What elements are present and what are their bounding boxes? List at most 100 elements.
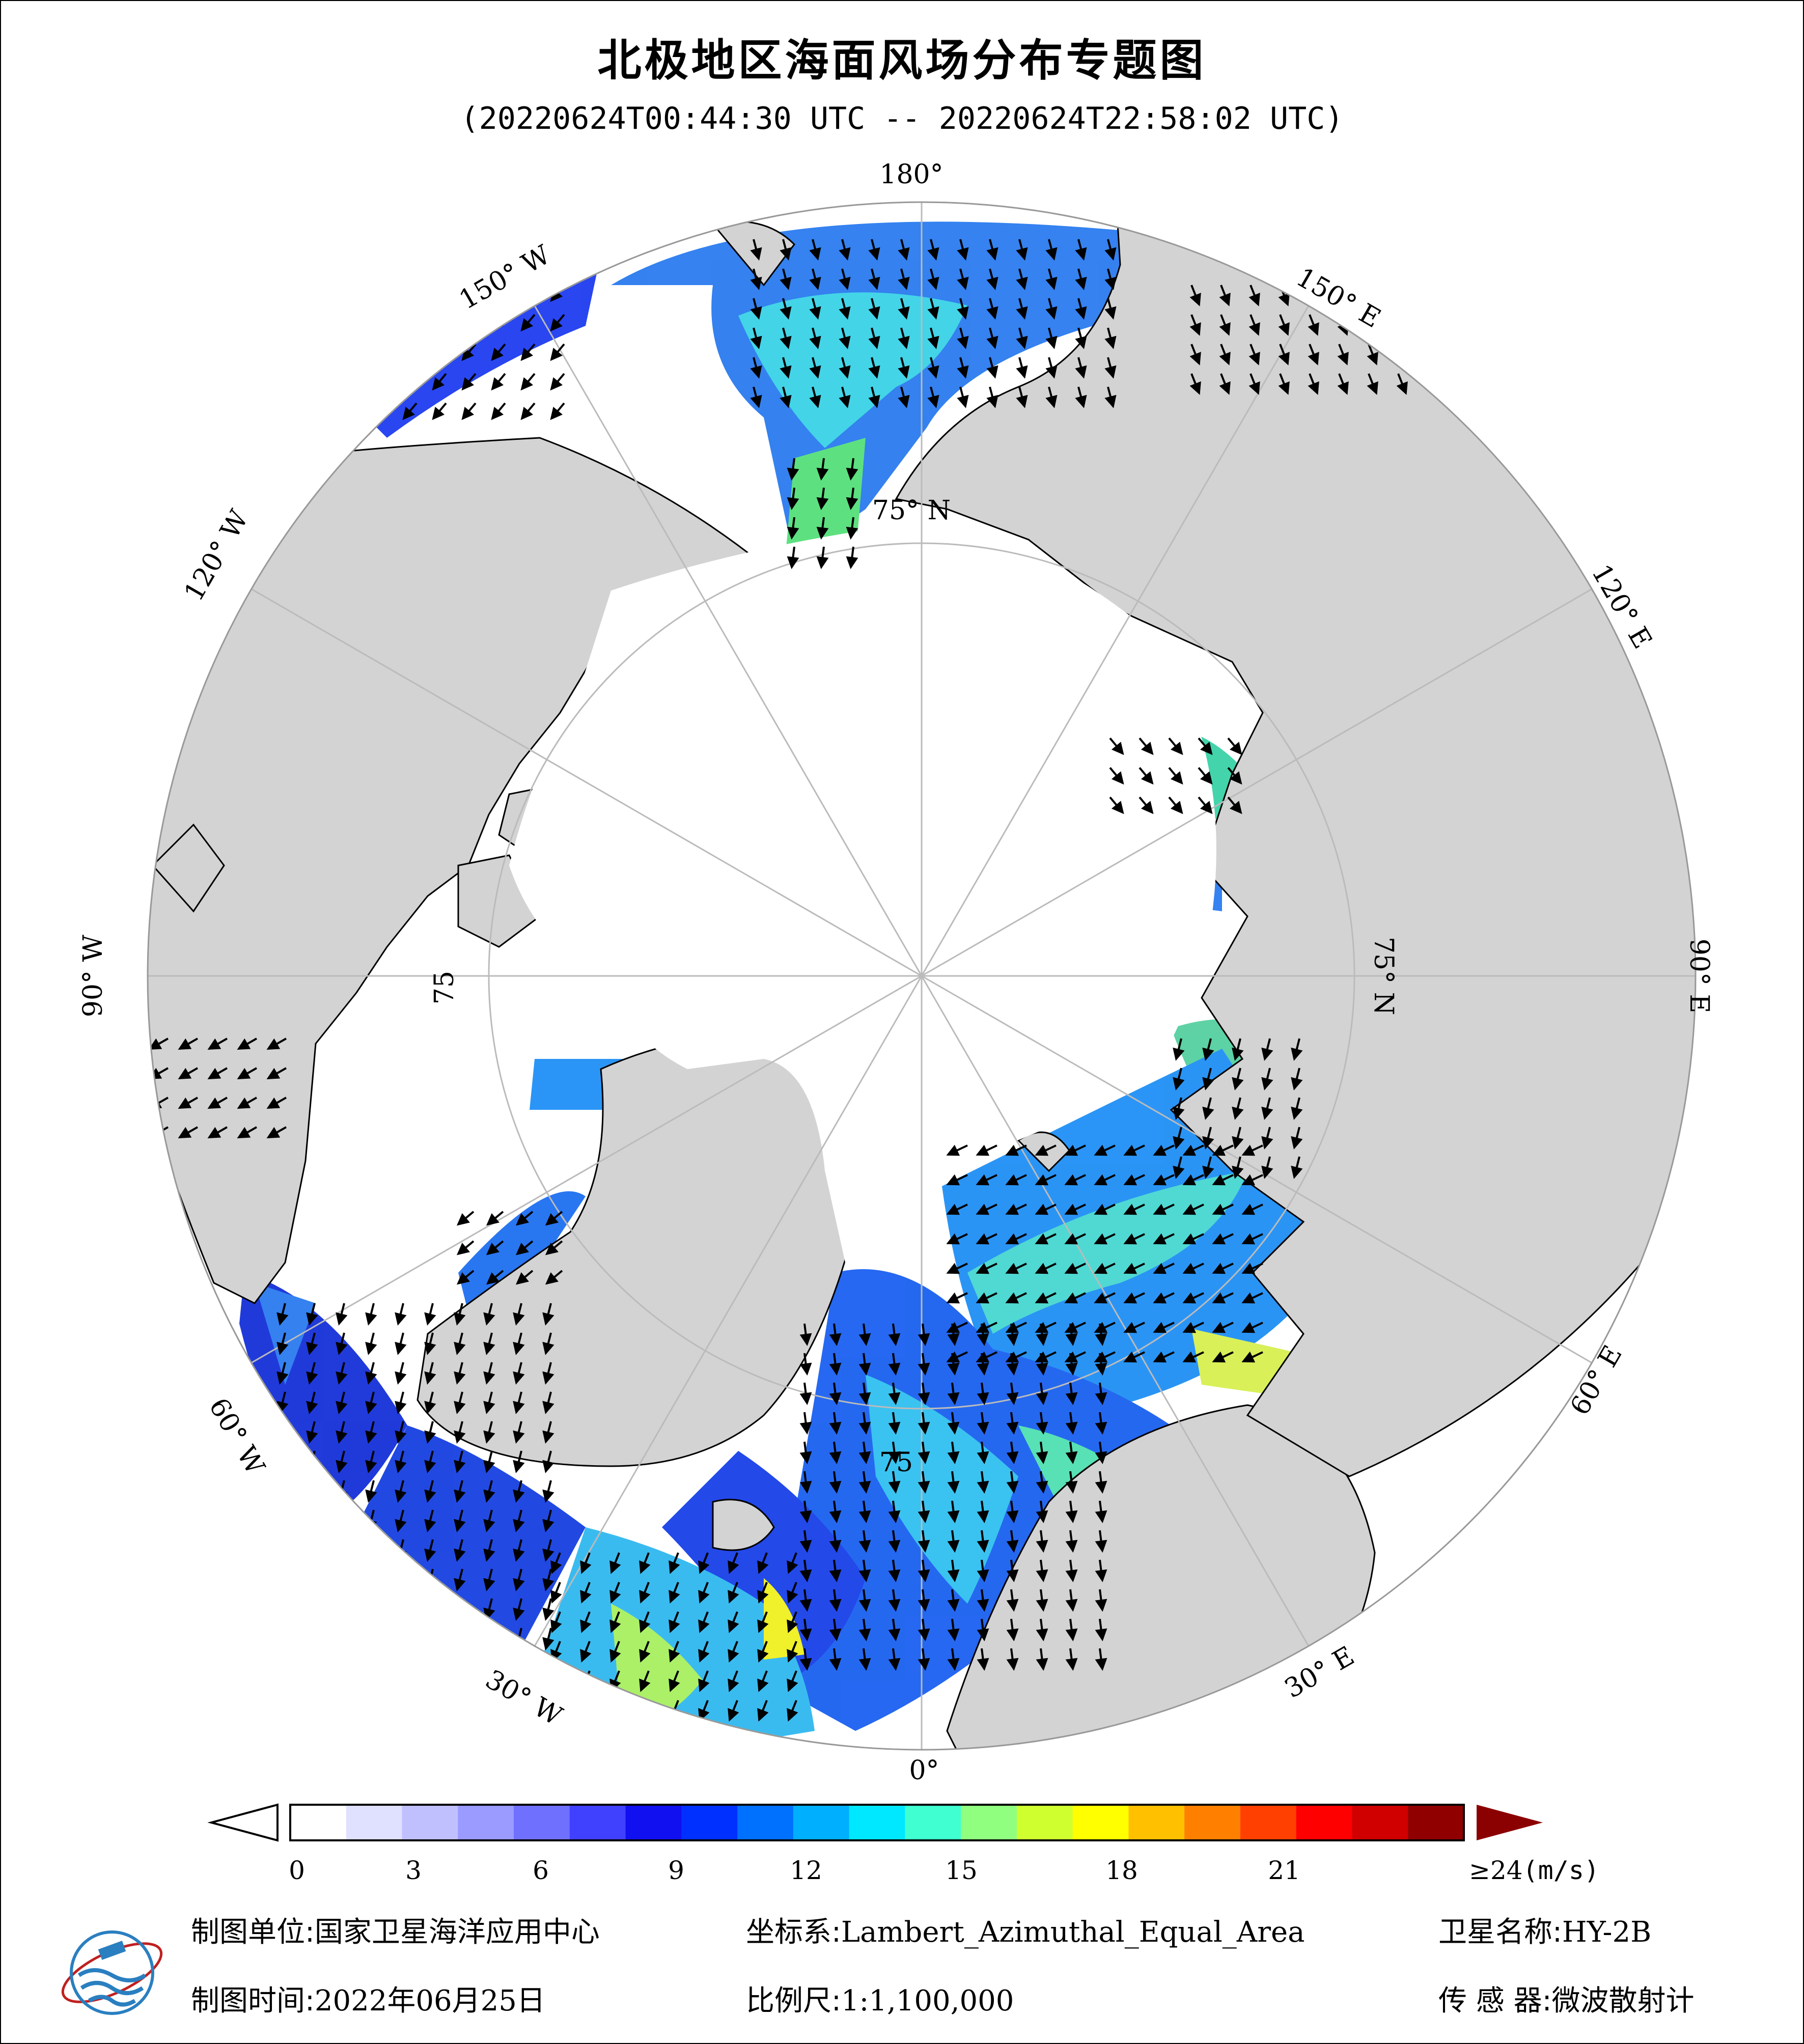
- wind-arrow: [1291, 1156, 1303, 1179]
- wind-arrow: [1064, 1233, 1086, 1245]
- wind-arrow: [1232, 1156, 1244, 1179]
- wind-arrow: [542, 1303, 554, 1326]
- wind-arrow: [1065, 1559, 1078, 1582]
- wind-arrow: [1064, 1174, 1086, 1186]
- sensor-value: 微波散射计: [1551, 1984, 1695, 2018]
- wind-arrow: [1182, 1144, 1204, 1156]
- wind-arrow: [456, 1270, 475, 1285]
- wind-arrow: [424, 1421, 436, 1444]
- wind-arrow: [977, 1618, 989, 1641]
- wind-arrow: [780, 239, 792, 261]
- wind-arrow: [276, 1421, 289, 1444]
- wind-arrow: [1241, 1351, 1263, 1363]
- wind-arrow: [1095, 1500, 1107, 1523]
- wind-arrow: [513, 1332, 525, 1355]
- wind-arrow: [1006, 1382, 1019, 1405]
- colorbar-cell: [1184, 1805, 1241, 1840]
- wind-arrow: [454, 1509, 466, 1532]
- wind-arrow: [858, 1648, 871, 1671]
- wind-arrow: [868, 298, 880, 320]
- wind-arrow: [336, 1421, 348, 1444]
- wind-arrow: [550, 343, 565, 361]
- wind-arrow: [276, 1303, 289, 1326]
- wind-arrow: [454, 1569, 466, 1591]
- wind-arrow: [365, 1628, 377, 1650]
- wind-arrow: [365, 1332, 377, 1355]
- wind-arrow: [1095, 1559, 1107, 1582]
- wind-arrow: [1123, 1144, 1145, 1156]
- wind-arrow: [1123, 1322, 1145, 1333]
- wind-arrow: [456, 1240, 475, 1255]
- wind-arrow: [809, 239, 821, 261]
- wind-arrow: [1308, 314, 1319, 336]
- wind-arrow: [946, 1263, 968, 1274]
- wind-arrow: [1278, 373, 1290, 395]
- wind-arrow: [669, 1670, 680, 1692]
- wind-arrow: [1153, 1322, 1175, 1333]
- wind-arrow: [483, 1569, 495, 1591]
- wind-arrow: [1045, 386, 1058, 408]
- wind-arrow: [1036, 1589, 1048, 1612]
- wind-arrow: [1123, 1292, 1145, 1304]
- colorbar-cell: [625, 1805, 682, 1840]
- wind-arrow: [829, 1382, 842, 1405]
- colorbar-under-triangle: [207, 1803, 279, 1842]
- wind-arrow: [858, 1471, 871, 1494]
- wind-arrow: [1168, 737, 1183, 755]
- meridian-line: [251, 588, 922, 977]
- wind-arrow: [1006, 1353, 1019, 1376]
- wind-arrow: [1198, 767, 1213, 785]
- wind-arrow: [986, 239, 998, 261]
- wind-arrow: [483, 1303, 495, 1326]
- wind-arrow: [757, 1611, 769, 1633]
- wind-arrow: [1064, 1322, 1086, 1333]
- wind-arrow: [424, 1539, 436, 1562]
- wind-arrow: [365, 1391, 377, 1414]
- wind-arrow: [395, 1598, 407, 1621]
- colorbar: [207, 1803, 1543, 1842]
- wind-arrow: [1035, 1233, 1057, 1245]
- wind-arrow: [918, 1530, 930, 1553]
- footer-coordinate-system: 坐标系:Lambert_Azimuthal_Equal_Area: [746, 1909, 1305, 1950]
- lon-label-30w: 30° W: [480, 1664, 567, 1732]
- wind-arrow: [1094, 1263, 1116, 1274]
- wind-arrow: [750, 327, 762, 349]
- wind-arrow: [858, 1353, 871, 1376]
- wind-arrow: [888, 1589, 901, 1612]
- wind-arrow: [1036, 1471, 1048, 1494]
- lon-label-60w: 60° W: [203, 1393, 270, 1480]
- wind-arrow: [306, 1539, 318, 1562]
- wind-arrow: [1064, 1263, 1086, 1274]
- wind-arrow: [1006, 1500, 1019, 1523]
- wind-arrow: [1123, 1203, 1145, 1215]
- colorbar-tick: 18: [1105, 1856, 1138, 1885]
- wind-arrow: [306, 1391, 318, 1414]
- footer-scale: 比例尺:1:1,100,000: [746, 1978, 1014, 2019]
- wind-arrow: [483, 1421, 495, 1444]
- wind-arrow: [1212, 1144, 1234, 1156]
- wind-arrow: [373, 402, 388, 421]
- colorbar-unit: (m/s): [1522, 1856, 1600, 1885]
- colorbar-cell: [514, 1805, 570, 1840]
- wind-arrow: [424, 1628, 436, 1650]
- wind-arrow: [1168, 767, 1183, 785]
- wind-arrow: [698, 1552, 710, 1574]
- scale-label: 比例尺:: [746, 1984, 841, 2018]
- wind-arrow: [266, 1097, 287, 1109]
- wind-arrow: [178, 1067, 198, 1079]
- wind-arrow: [1104, 357, 1117, 379]
- wind-arrow: [799, 1412, 812, 1435]
- wind-arrow: [550, 1670, 562, 1692]
- wind-arrow: [728, 1641, 739, 1663]
- wind-arrow: [266, 1038, 287, 1050]
- wind-arrow: [977, 1412, 989, 1435]
- wind-arrow: [728, 1670, 739, 1692]
- wind-arrow: [365, 1303, 377, 1326]
- wind-arrow: [336, 1539, 348, 1562]
- wind-arrow: [336, 1303, 348, 1326]
- wind-arrow: [454, 1480, 466, 1503]
- wind-arrow: [1173, 1127, 1185, 1150]
- wind-arrow: [1198, 796, 1213, 815]
- wind-arrow: [1396, 314, 1408, 336]
- wind-arrow: [1291, 1068, 1303, 1090]
